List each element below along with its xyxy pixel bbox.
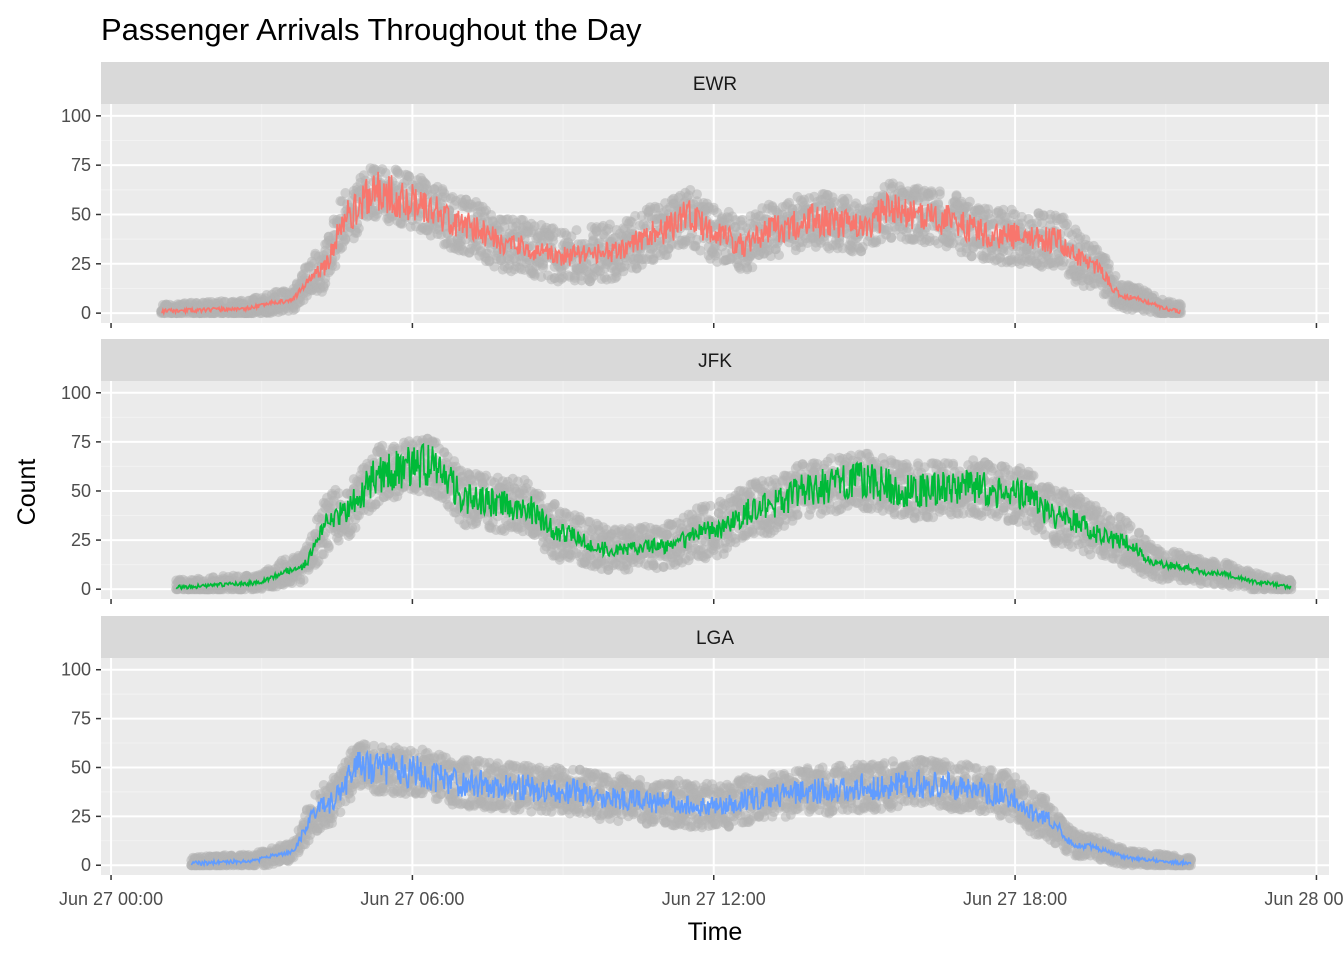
facet-strip: [101, 62, 1329, 104]
data-point: [747, 262, 758, 273]
data-point: [330, 261, 341, 271]
y-tick-label: 25: [71, 254, 91, 274]
x-axis-title: Time: [688, 918, 743, 946]
y-axis-title: Count: [13, 459, 41, 526]
data-point: [774, 250, 784, 261]
y-tick-label: 100: [61, 106, 91, 126]
y-tick-label: 0: [81, 579, 91, 599]
data-point: [792, 510, 803, 521]
y-tick-label: 25: [71, 530, 91, 550]
data-point: [1110, 271, 1121, 281]
data-point: [842, 193, 853, 204]
data-point: [353, 223, 364, 234]
data-point: [380, 168, 391, 178]
data-point: [323, 542, 334, 553]
data-point: [404, 171, 414, 182]
data-point: [692, 189, 702, 200]
data-point: [548, 235, 558, 246]
data-point: [571, 225, 582, 236]
facet-jfk: JFK 0 25 50 75 100: [61, 339, 1329, 604]
data-point: [641, 221, 652, 231]
y-tick-label: 75: [71, 155, 91, 175]
data-point: [1028, 470, 1039, 481]
facet-ewr: EWR 0 25 50 75 100: [61, 62, 1329, 328]
facet-panels: EWR0255075100JFK0255075100LGA0255075100J…: [59, 62, 1344, 909]
data-point: [489, 261, 500, 272]
data-point: [340, 234, 351, 245]
data-point: [695, 245, 706, 256]
y-tick-label: 50: [71, 481, 91, 501]
data-point: [536, 490, 547, 501]
data-point: [964, 196, 975, 207]
data-point: [340, 188, 351, 198]
data-point: [934, 186, 945, 197]
data-point: [1125, 521, 1136, 531]
data-point: [350, 522, 361, 533]
y-tick-label: 75: [71, 432, 91, 452]
y-tick-label: 0: [81, 303, 91, 323]
data-point: [1062, 218, 1072, 229]
y-tick-label: 50: [71, 204, 91, 224]
data-point: [377, 440, 388, 451]
data-point: [1103, 259, 1114, 269]
data-point: [298, 575, 309, 585]
y-tick-label: 100: [61, 383, 91, 403]
data-point: [604, 219, 615, 230]
facet-strip-label: JFK: [698, 351, 732, 372]
facet-strip-label: EWR: [693, 74, 737, 95]
chart-title: Passenger Arrivals Throughout the Day: [101, 12, 642, 47]
data-point: [886, 232, 897, 243]
